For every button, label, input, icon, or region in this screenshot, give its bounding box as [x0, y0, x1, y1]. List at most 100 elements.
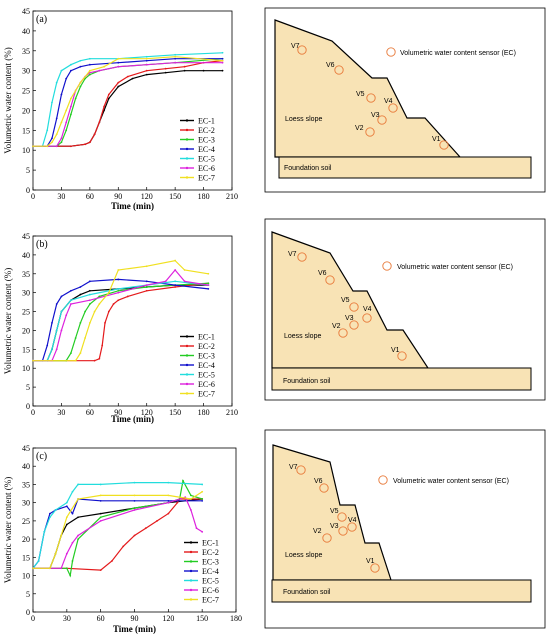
data-point [65, 501, 68, 504]
data-point [60, 534, 63, 537]
data-point [79, 321, 82, 324]
data-point [32, 359, 34, 362]
data-point [126, 75, 129, 78]
data-point [98, 303, 101, 305]
series-line-EC-6 [33, 62, 223, 147]
data-point [88, 63, 91, 66]
x-axis-label: Time (min) [113, 624, 156, 634]
data-point [101, 344, 104, 347]
data-point [65, 314, 68, 317]
data-point [202, 69, 205, 72]
chart-panel-3: 0 30 60 90 120 150 180 0 5 10 15 20 25 30 35 40 45 Time (… [3, 444, 242, 634]
data-point [131, 77, 134, 80]
data-point [70, 352, 72, 355]
legend-marker [189, 560, 193, 563]
sensor-label: V6 [314, 478, 323, 485]
diagram-legend-circle [378, 475, 388, 485]
legend-label: EC-4 [198, 145, 215, 154]
legend-label: EC-1 [198, 333, 215, 342]
data-point [88, 303, 91, 305]
data-point [37, 560, 40, 562]
data-point [167, 499, 170, 502]
data-point [74, 97, 77, 100]
legend-marker [189, 579, 193, 582]
data-point [65, 109, 68, 112]
data-point [93, 133, 96, 136]
data-point [174, 284, 177, 287]
data-point [70, 299, 72, 302]
data-point [70, 105, 72, 108]
data-point [74, 359, 77, 362]
data-point [174, 280, 177, 283]
y-tick-label: 45 [22, 232, 30, 241]
sensor-circle [319, 483, 329, 493]
data-point [133, 481, 136, 484]
legend-marker [185, 344, 189, 348]
data-point [51, 141, 53, 144]
y-tick-label: 30 [22, 499, 30, 508]
data-point [133, 507, 136, 510]
data-point [60, 329, 63, 332]
data-point [65, 505, 68, 508]
data-point [189, 494, 192, 497]
y-tick-label: 15 [22, 553, 30, 562]
data-point [79, 286, 82, 288]
data-point [207, 287, 210, 290]
y-tick-label: 25 [22, 517, 30, 526]
sensor-label: V6 [326, 62, 335, 69]
legend-marker [185, 138, 189, 141]
data-point [176, 501, 179, 504]
data-point [71, 490, 74, 493]
data-point [133, 494, 136, 497]
sensor-circle [347, 522, 357, 532]
data-point [174, 259, 177, 262]
data-point [70, 97, 72, 100]
slope-label: Loess slope [285, 116, 322, 123]
legend-label: EC-2 [202, 548, 219, 557]
y-tick-label: 35 [22, 480, 30, 489]
data-point [32, 145, 34, 148]
data-point [70, 145, 72, 148]
data-point [54, 509, 57, 511]
sensor-circle [338, 526, 348, 536]
data-point [99, 516, 102, 519]
data-point [117, 61, 120, 64]
data-point [107, 291, 110, 294]
data-point [93, 310, 96, 313]
series-line-EC-7 [33, 56, 223, 147]
data-point [207, 282, 210, 285]
sensor-label: V3 [345, 315, 354, 322]
legend-marker [185, 147, 189, 151]
legend-marker [185, 128, 189, 132]
legend-marker [185, 373, 189, 376]
data-point [65, 523, 68, 526]
data-point [145, 286, 148, 288]
data-point [174, 269, 177, 271]
x-tick-label: 150 [169, 192, 181, 201]
data-point [65, 129, 68, 132]
data-point [207, 272, 210, 275]
series-line-EC-2 [33, 60, 223, 147]
diagram-legend-circle [382, 261, 392, 271]
data-point [201, 499, 204, 502]
x-tick-label: 210 [226, 192, 238, 201]
data-point [145, 57, 148, 60]
x-tick-label: 180 [198, 192, 210, 201]
y-tick-label: 10 [22, 364, 30, 373]
data-point [221, 69, 224, 72]
chart-panel-1: 0 30 60 90 120 150 180 210 0 5 10 15 20 25 30 35 40 45 Tim… [3, 7, 238, 211]
data-point [174, 55, 177, 58]
x-tick-label: 120 [141, 408, 153, 417]
data-point [117, 287, 120, 290]
sensor-circle [388, 103, 398, 113]
data-point [88, 69, 91, 72]
data-point [145, 265, 148, 268]
data-point [221, 57, 224, 60]
x-tick-label: 0 [31, 192, 35, 201]
data-point [51, 321, 53, 324]
x-tick-label: 30 [57, 192, 65, 201]
data-point [189, 509, 192, 511]
sensor-circle [337, 512, 347, 522]
data-point [70, 113, 72, 116]
